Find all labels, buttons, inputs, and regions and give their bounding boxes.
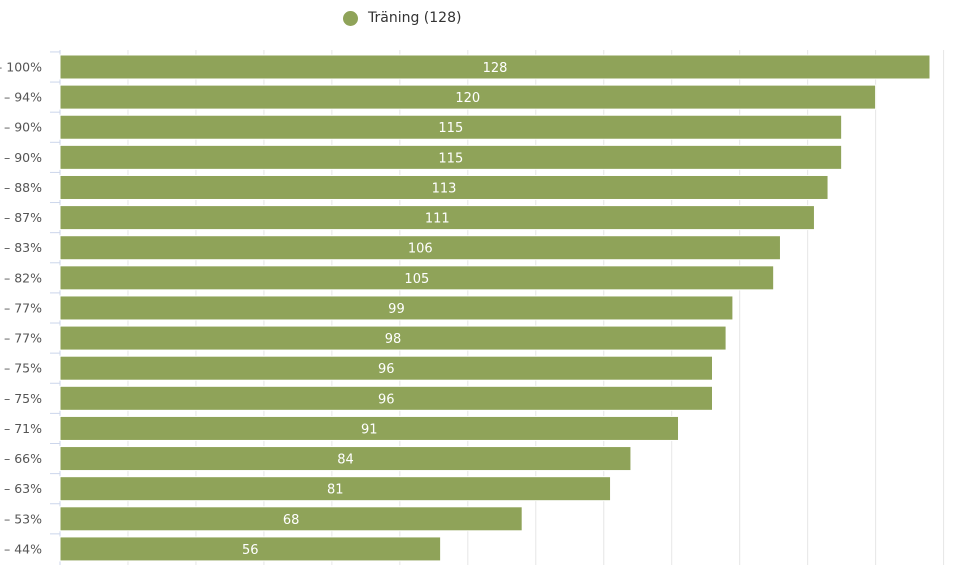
data-label: 81 (327, 483, 344, 498)
data-label: 98 (385, 332, 402, 347)
category-label: – 71% (4, 421, 42, 436)
data-label: 84 (337, 453, 354, 468)
category-label: – 90% (4, 120, 42, 135)
bar (59, 114, 843, 140)
category-label: – 87% (4, 210, 42, 225)
bar (59, 84, 877, 110)
bar (59, 54, 931, 80)
category-label: – 94% (4, 90, 42, 105)
bar (59, 144, 843, 170)
bar (59, 205, 815, 231)
data-label: 56 (242, 543, 259, 558)
bar (59, 174, 829, 200)
bar (59, 536, 442, 562)
category-label: – 90% (4, 150, 42, 165)
category-label: – 82% (4, 270, 42, 285)
category-label: – 66% (4, 451, 42, 466)
data-label: 120 (455, 91, 480, 106)
bar (59, 506, 523, 532)
data-label: 115 (438, 151, 463, 166)
legend[interactable]: Träning (128) (343, 10, 461, 26)
bar (59, 265, 775, 291)
bar (59, 325, 727, 351)
category-label: – 77% (4, 331, 42, 346)
data-label: 96 (378, 362, 395, 377)
category-label: – 53% (4, 511, 42, 526)
legend-label: Träning (128) (368, 10, 462, 26)
data-label: 91 (361, 422, 378, 437)
bar (59, 235, 781, 261)
category-label: – 88% (4, 180, 42, 195)
data-label: 106 (408, 242, 433, 257)
bar (59, 446, 632, 472)
data-label: 96 (378, 392, 395, 407)
data-label: 128 (483, 61, 508, 76)
data-label: 115 (438, 121, 463, 136)
category-label: – 83% (4, 240, 42, 255)
data-label: 99 (388, 302, 405, 317)
category-label: – 75% (4, 391, 42, 406)
bar (59, 476, 612, 502)
bar (59, 385, 713, 411)
bar (59, 355, 713, 381)
category-label: – 77% (4, 300, 42, 315)
category-label: – 63% (4, 481, 42, 496)
data-label: 111 (425, 212, 450, 227)
bar (59, 295, 734, 321)
category-label: – 75% (4, 361, 42, 376)
category-label: – 44% (4, 541, 42, 556)
category-label: – 100% (0, 60, 42, 75)
data-label: 105 (404, 272, 429, 287)
data-label: 68 (283, 513, 300, 528)
data-label: 113 (432, 181, 457, 196)
legend-marker-icon (343, 10, 358, 26)
bar (59, 415, 680, 441)
